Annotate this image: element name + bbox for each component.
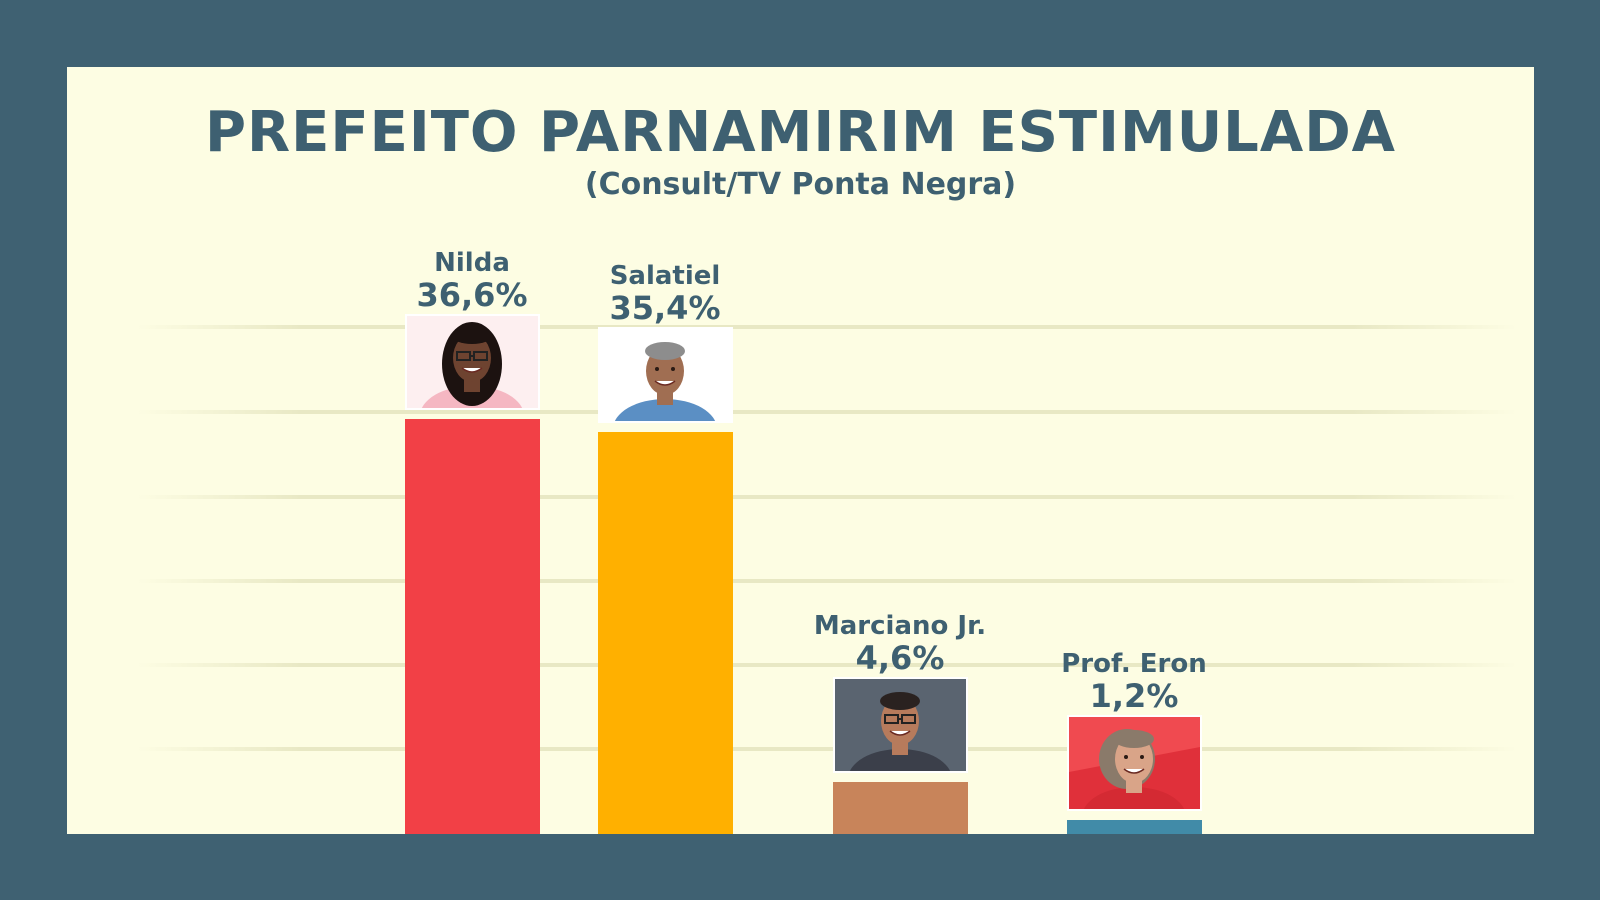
category-label-salatiel: Salatiel xyxy=(609,261,721,291)
gridline xyxy=(137,495,1517,499)
bar-salatiel xyxy=(597,432,733,834)
woman-portrait-icon xyxy=(404,314,540,410)
man-long-hair-portrait-icon xyxy=(1066,715,1202,811)
man-glasses-portrait-icon xyxy=(832,677,968,773)
value-label-marciano-jr: 4,6% xyxy=(855,639,945,677)
value-label-prof-eron: 1,2% xyxy=(1089,677,1179,715)
value-label-nilda: 36,6% xyxy=(416,276,528,314)
gridline xyxy=(137,663,1517,667)
bar-marciano-jr xyxy=(832,782,968,834)
chart-subtitle: (Consult/TV Ponta Negra) xyxy=(584,167,1017,202)
gridline xyxy=(137,747,1517,751)
bar-nilda xyxy=(404,419,540,834)
category-label-nilda: Nilda xyxy=(434,248,510,278)
value-label-salatiel: 35,4% xyxy=(609,289,721,327)
gridline xyxy=(137,579,1517,583)
chart-title: PREFEITO PARNAMIRIM ESTIMULADA xyxy=(204,100,1397,165)
gridline xyxy=(137,410,1517,414)
category-label-marciano-jr: Marciano Jr. xyxy=(813,611,987,641)
bar-prof-eron xyxy=(1066,820,1202,834)
man-portrait-icon xyxy=(597,327,733,423)
chart-panel: PREFEITO PARNAMIRIM ESTIMULADA (Consult/… xyxy=(67,67,1534,834)
gridline xyxy=(137,325,1517,329)
category-label-prof-eron: Prof. Eron xyxy=(1061,649,1207,679)
